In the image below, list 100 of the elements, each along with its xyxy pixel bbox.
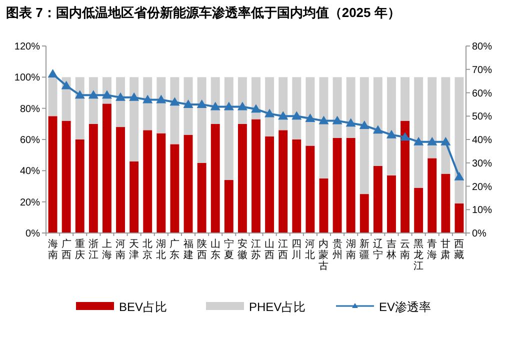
bar bbox=[156, 133, 166, 233]
point bbox=[414, 136, 424, 146]
point bbox=[142, 94, 153, 104]
bar bbox=[197, 162, 206, 233]
bar bbox=[387, 175, 396, 233]
bar bbox=[400, 77, 410, 121]
point bbox=[318, 116, 329, 124]
point bbox=[156, 94, 166, 104]
y-tick-label: 0% bbox=[26, 228, 40, 240]
x-tick-label: 安徽 bbox=[237, 238, 248, 261]
point bbox=[237, 102, 248, 110]
point bbox=[48, 69, 58, 78]
bar bbox=[387, 77, 396, 176]
x-tick-label: 河南 bbox=[116, 238, 126, 261]
x-tick-label: 上海 bbox=[102, 238, 112, 261]
y-tick-label: 120% bbox=[14, 42, 40, 52]
x-tick-label: 广东 bbox=[170, 238, 180, 261]
point bbox=[264, 108, 275, 118]
bar bbox=[332, 138, 342, 233]
x-tick-label: 湖南 bbox=[346, 238, 356, 261]
x-tick-label: 山西 bbox=[264, 238, 275, 261]
y2-tick-label: 0% bbox=[472, 228, 487, 240]
bar bbox=[306, 77, 315, 146]
point bbox=[305, 113, 316, 122]
x-tick-label: 山东 bbox=[210, 238, 220, 261]
bar bbox=[197, 77, 206, 163]
x-tick-label: 云南 bbox=[400, 239, 410, 261]
bar bbox=[441, 77, 450, 174]
point bbox=[292, 111, 302, 120]
point bbox=[332, 116, 342, 124]
point bbox=[440, 136, 451, 146]
x-tick-label: 甘肃 bbox=[440, 238, 451, 261]
point bbox=[61, 80, 72, 90]
bar bbox=[48, 116, 58, 233]
x-tick-label: 海南 bbox=[48, 238, 58, 261]
bar bbox=[62, 120, 71, 233]
y2-tick-label: 60% bbox=[472, 88, 492, 100]
point bbox=[454, 172, 464, 180]
bar bbox=[428, 158, 437, 233]
bar bbox=[414, 188, 424, 233]
bar bbox=[224, 77, 234, 180]
y2-tick-label: 50% bbox=[472, 112, 492, 123]
bar bbox=[414, 77, 424, 188]
y2-tick-label: 20% bbox=[472, 182, 492, 193]
bar bbox=[454, 203, 464, 233]
legend-item: BEV占比 bbox=[76, 300, 168, 314]
bar bbox=[360, 194, 369, 233]
x-tick-label: 四川 bbox=[292, 239, 302, 261]
x-tick-label: 青海 bbox=[427, 238, 438, 261]
bar bbox=[373, 77, 382, 166]
x-tick-label: 新疆 bbox=[359, 238, 370, 261]
bar bbox=[130, 77, 139, 162]
bar bbox=[265, 77, 274, 136]
x-tick-label: 重庆 bbox=[74, 238, 85, 261]
x-tick-label: 北京 bbox=[142, 238, 153, 261]
legend-item: EV渗透率 bbox=[336, 300, 432, 314]
x-tick-label: 浙江 bbox=[88, 238, 98, 261]
y-tick-label: 20% bbox=[20, 197, 40, 208]
x-tick-label: 河北 bbox=[305, 238, 316, 261]
x-tick-label: 江西 bbox=[278, 238, 288, 261]
y-tick-label: 80% bbox=[20, 104, 40, 115]
bar bbox=[102, 104, 112, 233]
bar bbox=[170, 77, 180, 144]
point bbox=[224, 102, 234, 110]
point bbox=[102, 90, 112, 99]
point bbox=[386, 130, 396, 138]
point bbox=[278, 111, 288, 120]
bar bbox=[319, 77, 328, 178]
bar bbox=[48, 77, 58, 116]
point bbox=[359, 120, 370, 129]
y2-tick-label: 40% bbox=[472, 135, 492, 146]
x-tick-label: 吉林 bbox=[385, 238, 396, 261]
bar bbox=[143, 130, 152, 233]
bar bbox=[292, 140, 302, 233]
legend-label: EV渗透率 bbox=[379, 300, 432, 314]
bar bbox=[252, 119, 260, 233]
y2-tick-label: 30% bbox=[472, 158, 492, 170]
bar bbox=[156, 77, 166, 134]
bar bbox=[441, 174, 450, 233]
bar bbox=[210, 124, 220, 233]
x-tick-label: 天津 bbox=[129, 239, 140, 261]
y2-tick-label: 80% bbox=[472, 42, 492, 52]
chart-title: 图表 7：国内低温地区省份新能源车渗透率低于国内均值（2025 年） bbox=[6, 5, 400, 20]
legend-label: PHEV占比 bbox=[249, 300, 306, 314]
x-tick-label: 西藏 bbox=[454, 239, 464, 261]
x-tick-label: 福建 bbox=[182, 238, 194, 261]
bar bbox=[428, 77, 437, 158]
bar bbox=[306, 146, 315, 233]
x-tick-label: 陕西 bbox=[196, 238, 207, 261]
point bbox=[251, 104, 261, 113]
bar bbox=[224, 180, 234, 233]
x-tick-label: 贵州 bbox=[332, 238, 342, 261]
point bbox=[170, 97, 180, 106]
y-tick-label: 100% bbox=[14, 72, 40, 84]
bar bbox=[75, 140, 84, 233]
point bbox=[116, 92, 126, 101]
bar bbox=[400, 120, 410, 233]
bar bbox=[346, 77, 356, 138]
bar bbox=[454, 77, 464, 204]
point bbox=[183, 99, 194, 108]
